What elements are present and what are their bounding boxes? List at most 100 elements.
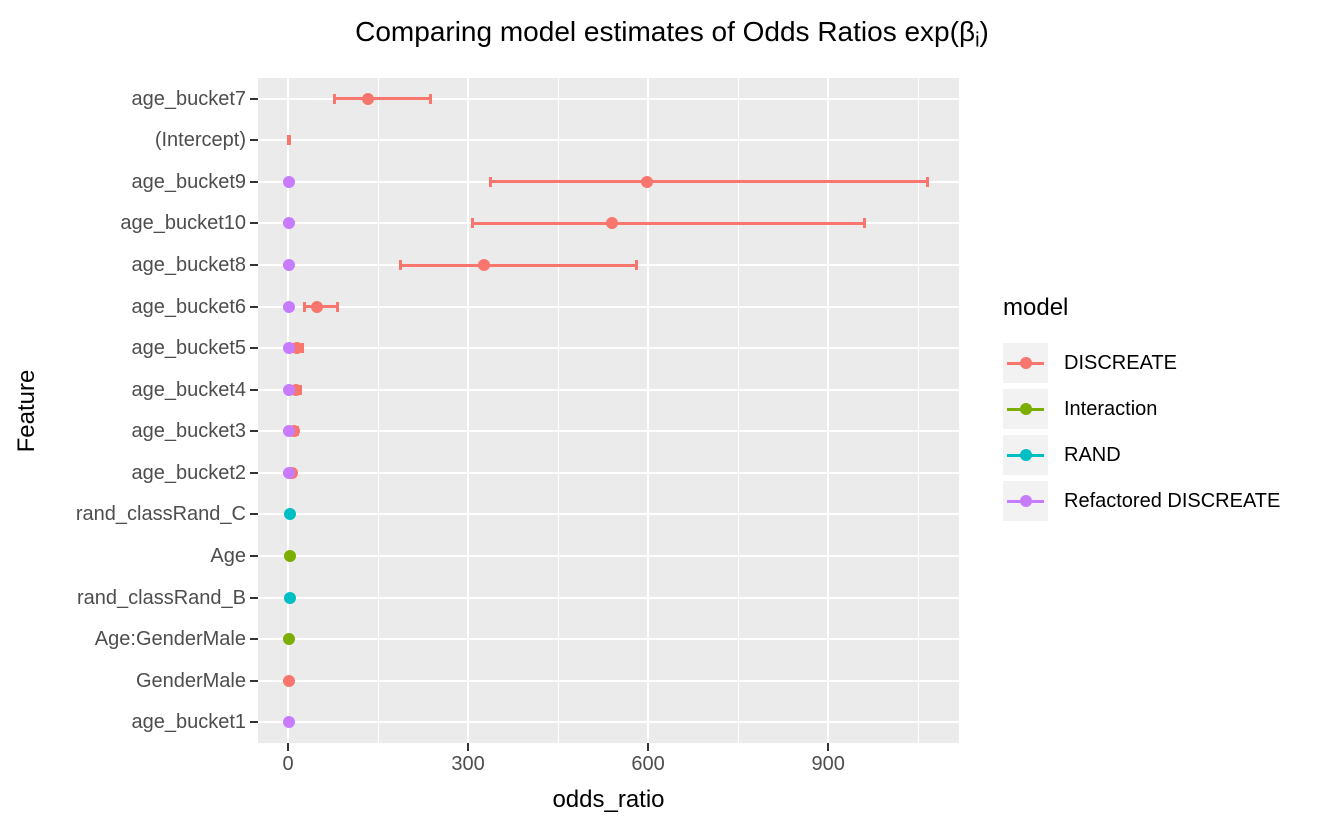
data-point [282, 716, 295, 729]
data-point [283, 674, 296, 687]
error-bar-cap-low [398, 260, 402, 271]
y-tick [250, 471, 258, 474]
data-point [283, 549, 296, 562]
y-tick-label: Age [210, 544, 246, 567]
y-tick [250, 513, 258, 516]
y-tick-label: age_bucket2 [131, 461, 246, 484]
data-point [282, 217, 295, 230]
error-bar-cap-low [302, 301, 306, 312]
error-bar-cap-low [332, 93, 336, 104]
plot-panel [258, 78, 959, 743]
error-bar-cap-low [470, 218, 474, 229]
row-gridline [258, 596, 959, 599]
y-tick-label: age_bucket9 [131, 170, 246, 193]
data-point [282, 383, 295, 396]
data-point [282, 466, 295, 479]
y-axis-title: Feature [13, 369, 40, 453]
y-tick [250, 596, 258, 599]
row-gridline [258, 305, 959, 308]
y-tick-label: age_bucket7 [131, 87, 246, 110]
legend-item: RAND [1003, 432, 1280, 478]
legend-key-point-icon [1019, 495, 1032, 507]
y-tick-label: (Intercept) [154, 129, 246, 152]
legend: model DISCREATE Interaction RAND Refactored… [1003, 294, 1280, 524]
y-tick [250, 638, 258, 641]
x-tick [827, 743, 830, 751]
legend-key [1003, 343, 1048, 383]
error-bar-cap-high [635, 260, 639, 271]
row-gridline [258, 430, 959, 433]
y-tick [250, 430, 258, 433]
row-gridline [258, 388, 959, 391]
x-tick-label: 300 [451, 753, 485, 775]
y-tick [250, 305, 258, 308]
row-gridline [258, 513, 959, 516]
data-point [283, 425, 296, 438]
data-point [283, 300, 296, 313]
legend-key-point-icon [1019, 357, 1032, 369]
error-bar [334, 97, 431, 101]
y-tick [250, 347, 258, 350]
major-gridline-v [827, 78, 830, 743]
y-tick [250, 264, 258, 267]
y-tick-label: GenderMale [135, 669, 246, 692]
legend-key [1003, 435, 1048, 475]
y-tick [250, 180, 258, 183]
error-bar [490, 180, 928, 184]
error-bar-cap-low [489, 176, 493, 187]
chart-title-subscript: i [975, 29, 980, 52]
data-point [478, 259, 491, 272]
error-bar-cap-high [288, 135, 291, 146]
legend-key-point-icon [1019, 403, 1032, 415]
x-tick-label: 0 [282, 753, 294, 775]
major-gridline-v [647, 78, 650, 743]
minor-gridline-v [377, 78, 379, 743]
legend-key-point-icon [1019, 449, 1032, 461]
legend-item: DISCREATE [1003, 340, 1280, 386]
y-tick-label: rand_classRand_C [75, 503, 246, 526]
legend-title: model [1003, 294, 1069, 321]
y-tick-label: age_bucket5 [131, 337, 246, 360]
x-axis-title: odds_ratio [552, 786, 665, 813]
chart-title-text: Comparing model estimates of Odds Ratios… [355, 16, 976, 47]
minor-gridline-v [917, 78, 919, 743]
legend-item-label: Refactored DISCREATE [1064, 489, 1281, 512]
error-bar [472, 221, 865, 225]
data-point [282, 342, 295, 355]
data-point [283, 591, 296, 604]
row-gridline [258, 347, 959, 350]
error-bar-cap-high [429, 93, 433, 104]
error-bar-cap-high [926, 176, 930, 187]
y-tick-label: rand_classRand_B [77, 586, 246, 609]
minor-gridline-v [737, 78, 739, 743]
row-gridline [258, 97, 959, 100]
data-point [283, 508, 296, 521]
legend-key [1003, 389, 1048, 429]
row-gridline [258, 679, 959, 682]
y-tick [250, 388, 258, 391]
chart-title: Comparing model estimates of Odds Ratios… [0, 16, 1344, 53]
data-point [640, 175, 653, 188]
data-point [606, 217, 619, 230]
x-tick [467, 743, 470, 751]
row-gridline [258, 139, 959, 142]
x-tick [647, 743, 650, 751]
legend-item: Refactored DISCREATE [1003, 478, 1280, 524]
y-tick-label: age_bucket10 [120, 212, 246, 235]
error-bar-cap-high [862, 218, 866, 229]
x-tick [287, 743, 289, 751]
row-gridline [258, 554, 959, 557]
legend-item-label: Interaction [1064, 397, 1158, 420]
data-point [310, 300, 323, 313]
legend-items: DISCREATE Interaction RAND Refactored DISCR… [1003, 340, 1280, 524]
y-tick-label: age_bucket8 [131, 254, 246, 277]
y-tick [250, 139, 258, 142]
y-tick-label: age_bucket3 [131, 420, 246, 443]
legend-item-label: DISCREATE [1064, 351, 1177, 374]
y-tick-label: age_bucket1 [131, 711, 246, 734]
y-tick [250, 679, 258, 682]
y-tick-label: age_bucket6 [131, 295, 246, 318]
data-point [362, 92, 375, 105]
y-tick [250, 554, 258, 557]
row-gridline [258, 638, 959, 641]
